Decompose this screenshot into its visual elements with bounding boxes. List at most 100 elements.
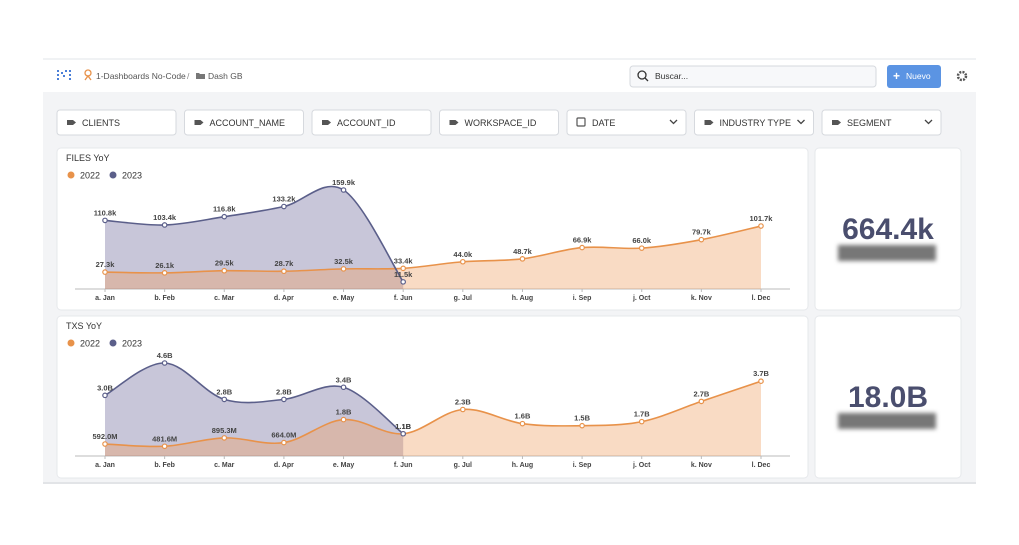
data-label: 116.8k (213, 205, 236, 214)
data-label: 33.4k (394, 256, 414, 265)
data-point[interactable] (340, 187, 347, 193)
data-point[interactable] (161, 270, 168, 276)
series-area (105, 362, 404, 456)
breadcrumb-workspace[interactable]: 1-Dashboards No-Code (96, 71, 186, 81)
filter-bar: CLIENTS ACCOUNT_NAME ACCOUNT_ID WORKSPACE_I… (56, 109, 942, 136)
x-tick-label: l. Dec (752, 462, 771, 469)
data-label: 66.0k (632, 236, 652, 245)
settings-icon[interactable] (956, 70, 968, 82)
search-box[interactable] (629, 65, 877, 88)
data-point[interactable] (400, 279, 406, 285)
x-tick-label: d. Apr (274, 295, 294, 302)
legend-swatch (67, 171, 75, 179)
tag-icon (704, 120, 714, 125)
tag-icon (449, 120, 459, 125)
chart-card (56, 147, 809, 311)
data-point[interactable] (281, 396, 287, 403)
kpi-caption-redacted (838, 245, 936, 261)
data-point[interactable] (161, 222, 168, 228)
data-point[interactable] (102, 269, 108, 275)
search-icon-handle (644, 77, 649, 82)
data-label: 2.3B (455, 398, 471, 407)
data-point[interactable] (460, 406, 466, 413)
breadcrumb-dashboard[interactable]: Dash GB (208, 71, 243, 81)
data-label: 481.6M (152, 434, 177, 443)
data-label: 32.5k (334, 257, 354, 266)
data-point[interactable] (698, 236, 705, 243)
data-label: 2.8B (276, 387, 292, 396)
data-point[interactable] (460, 258, 466, 265)
filter-chip[interactable] (694, 109, 814, 136)
data-label: 1.8B (336, 408, 352, 417)
data-label: 26.1k (155, 261, 175, 270)
data-point[interactable] (638, 418, 645, 425)
x-tick-label: g. Jul (454, 295, 472, 302)
data-point[interactable] (340, 416, 347, 423)
data-point[interactable] (221, 267, 228, 274)
data-point[interactable] (221, 396, 228, 403)
data-label: 4.6B (157, 351, 173, 360)
x-tick-label: f. Jun (394, 462, 413, 469)
search-placeholder: Buscar... (655, 71, 688, 81)
data-label: 2.8B (216, 387, 232, 396)
data-point[interactable] (340, 266, 347, 272)
filter-chip[interactable] (56, 109, 177, 136)
data-point[interactable] (102, 441, 108, 447)
data-label: 27.3k (96, 260, 116, 269)
data-point[interactable] (519, 256, 526, 262)
data-point[interactable] (102, 392, 108, 399)
chart-title: FILES YoY (66, 153, 110, 163)
filter-chip[interactable] (439, 109, 559, 136)
kpi-caption-redacted (838, 413, 936, 429)
data-point[interactable] (161, 443, 168, 450)
data-point[interactable] (400, 265, 406, 272)
data-point[interactable] (519, 420, 526, 427)
calendar-icon (576, 117, 586, 127)
data-point[interactable] (281, 439, 287, 446)
chart-title: TXS YoY (66, 321, 102, 331)
charts: FILES YoY 2022 2023 a. Jan b. Feb c. Mar d. Ap… (56, 147, 962, 479)
x-tick-label: c. Mar (214, 462, 235, 469)
filter-label: ACCOUNT_NAME (210, 118, 286, 128)
filter-label: WORKSPACE_ID (465, 118, 537, 128)
data-point[interactable] (340, 384, 347, 391)
data-point[interactable] (758, 223, 764, 229)
data-point[interactable] (221, 435, 228, 441)
data-label: 3.0B (97, 383, 113, 392)
x-tick-label: e. May (333, 295, 355, 302)
data-point[interactable] (221, 213, 228, 220)
data-label: 1.7B (634, 410, 650, 419)
x-tick-label: l. Dec (752, 295, 771, 302)
data-label: 66.9k (573, 236, 593, 245)
data-label: 895.3M (212, 426, 237, 435)
data-point[interactable] (698, 398, 705, 405)
data-point[interactable] (281, 268, 287, 275)
data-point[interactable] (161, 360, 168, 366)
legend-swatch (67, 339, 75, 347)
logo (57, 70, 71, 80)
x-tick-label: g. Jul (454, 462, 472, 469)
tag-icon (322, 120, 331, 125)
data-point[interactable] (281, 203, 287, 210)
data-point[interactable] (758, 378, 764, 384)
series-area (105, 381, 761, 456)
filter-chip[interactable] (566, 109, 687, 136)
filter-chip[interactable] (311, 109, 432, 136)
filter-label: CLIENTS (82, 118, 120, 128)
data-label: 2.7B (693, 389, 709, 398)
data-point[interactable] (400, 430, 406, 437)
data-label: 1.1B (395, 422, 411, 431)
data-point[interactable] (579, 422, 585, 429)
data-point[interactable] (579, 244, 585, 251)
data-point[interactable] (638, 245, 645, 251)
data-label: 101.7k (750, 214, 774, 223)
new-button[interactable] (887, 65, 941, 88)
filter-chip[interactable] (184, 109, 304, 136)
data-point[interactable] (102, 217, 108, 224)
data-label: 110.8k (94, 208, 117, 217)
workspace-icon (84, 69, 92, 81)
filter-chip[interactable] (821, 109, 942, 136)
tag-icon (194, 120, 204, 125)
data-label: 11.5k (394, 270, 413, 279)
